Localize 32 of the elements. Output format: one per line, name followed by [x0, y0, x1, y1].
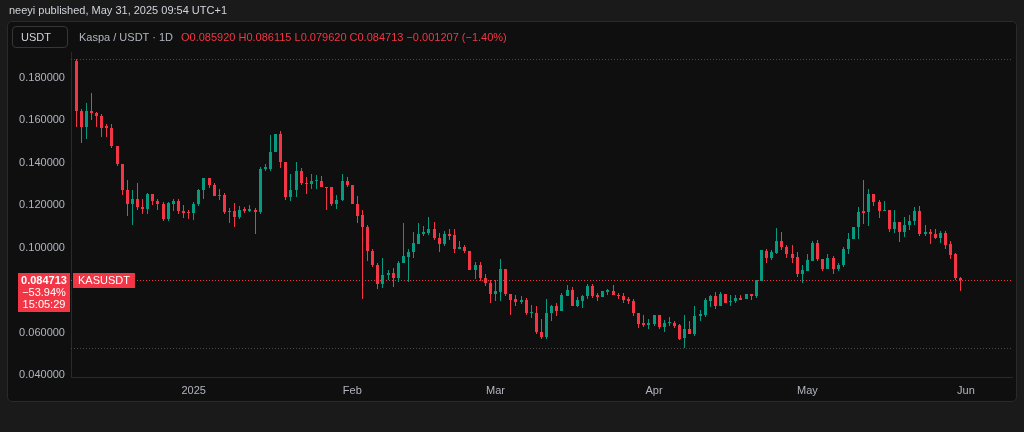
x-tick-label: Apr [645, 383, 663, 396]
text: 15:05:29 [22, 297, 66, 310]
text: 0.084713 [21, 273, 67, 286]
candlestick [305, 177, 308, 194]
y-tick-label: 0.040000 [19, 368, 65, 381]
x-tick-label: 2025 [181, 383, 206, 396]
y-tick-label: 0.120000 [19, 198, 65, 211]
candlestick [530, 305, 533, 318]
chart-title: Kaspa / USDT · 1D [79, 31, 173, 43]
ref-line-label: KASUSDT [78, 273, 131, 286]
text: USDT [12, 26, 68, 48]
candlestick [218, 189, 221, 200]
x-tick-label: Jun [957, 383, 975, 396]
candlestick [254, 208, 257, 234]
candlestick [315, 175, 318, 189]
candlestick [729, 295, 732, 306]
x-tick-label: Mar [486, 383, 506, 396]
candlestick [325, 187, 328, 210]
candlestick [862, 180, 865, 224]
y-tick-label: 0.140000 [19, 155, 65, 168]
x-tick-label: May [797, 383, 819, 396]
y-tick-label: 0.180000 [19, 70, 65, 83]
y-tick-label: 0.160000 [19, 113, 65, 126]
text: neeyi published, May 31, 2025 09:54 UTC+1 [9, 4, 228, 16]
x-tick-label: Feb [342, 383, 362, 396]
y-tick-label: 0.100000 [19, 240, 65, 253]
text: −53.94% [22, 285, 67, 298]
candlestick [883, 201, 886, 211]
candlestick [228, 208, 231, 223]
y-tick-label: 0.060000 [19, 325, 65, 338]
chart-subtitle: O0.085920 H0.086115 L0.079620 C0.084713 −0.001207 (−1.40%) [180, 31, 507, 43]
candlestick [90, 93, 93, 120]
